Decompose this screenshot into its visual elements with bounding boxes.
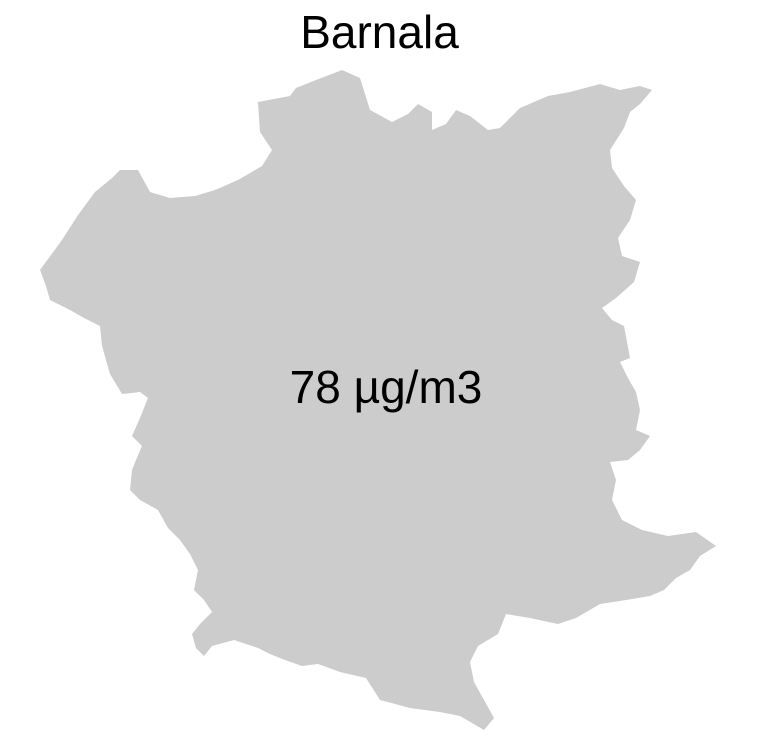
region-value-label: 78 µg/m3 (289, 361, 483, 413)
map-title: Barnala (300, 6, 459, 58)
barnala-district-shape (40, 70, 716, 730)
